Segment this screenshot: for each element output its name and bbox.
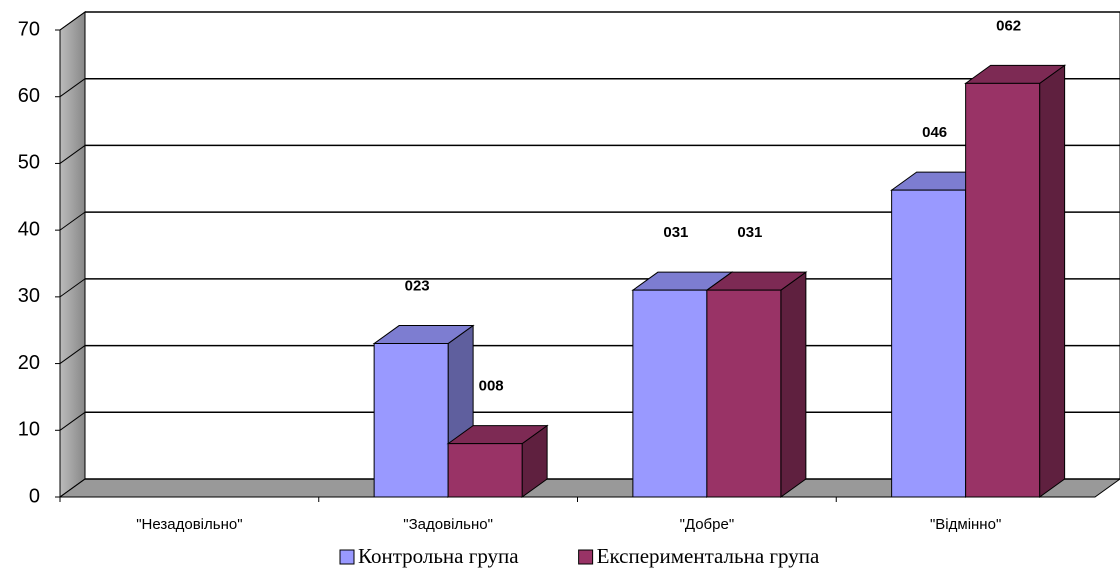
grid-line — [59, 145, 86, 164]
bar-front — [891, 189, 967, 498]
grid-line — [59, 211, 86, 231]
y-tick-label: 20 — [18, 352, 40, 374]
bar-front — [373, 343, 449, 498]
y-tick-label: 0 — [29, 485, 40, 507]
data-label: 031 — [663, 224, 688, 241]
y-tick-label: 50 — [18, 152, 40, 174]
grid-line — [59, 11, 86, 31]
data-label: 023 — [405, 278, 430, 295]
y-tick-label: 70 — [18, 18, 40, 40]
y-tick-label: 40 — [18, 218, 40, 240]
bar-front — [447, 443, 523, 498]
data-label: 031 — [737, 224, 762, 241]
legend-label: Експериментальна група — [597, 544, 820, 568]
grid-line — [59, 345, 86, 364]
data-label: 062 — [996, 17, 1021, 34]
x-tick-label: "Добре" — [680, 516, 735, 533]
x-tick-label: "Відмінно" — [930, 516, 1001, 533]
legend-swatch — [578, 549, 594, 565]
grid-line — [59, 278, 86, 298]
data-label: 046 — [922, 124, 947, 141]
y-tick-label: 60 — [18, 85, 40, 107]
bar — [705, 271, 808, 498]
bar — [446, 424, 549, 498]
y-tick-label: 30 — [18, 285, 40, 307]
bar-side — [780, 271, 807, 498]
y-tick-label: 10 — [18, 419, 40, 441]
data-label: 008 — [479, 378, 504, 395]
grid-line — [59, 78, 86, 98]
bar-front — [706, 289, 782, 498]
side-wall — [59, 11, 86, 498]
x-tick-label: "Незадовільно" — [136, 516, 242, 533]
grid-line — [59, 411, 86, 431]
legend-swatch — [339, 549, 355, 565]
bar-side — [1039, 64, 1066, 498]
bar — [964, 64, 1067, 498]
grid-line — [59, 478, 86, 498]
legend-label: Контрольна група — [358, 544, 519, 568]
bar-front — [632, 289, 708, 498]
x-tick-label: "Задовільно" — [403, 516, 493, 533]
bar-front — [965, 82, 1041, 498]
